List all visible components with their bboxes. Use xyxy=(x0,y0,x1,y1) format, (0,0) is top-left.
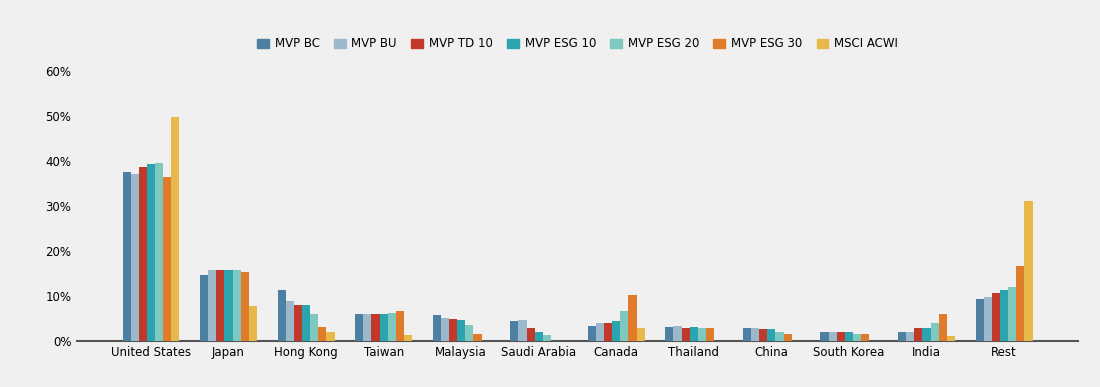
Bar xyxy=(628,295,637,341)
Bar xyxy=(768,329,776,341)
Bar xyxy=(318,327,327,341)
Bar xyxy=(706,328,714,341)
Bar xyxy=(1024,201,1033,341)
Bar xyxy=(751,329,759,341)
Bar xyxy=(861,334,869,341)
Bar xyxy=(596,323,604,341)
Bar xyxy=(155,163,163,341)
Bar xyxy=(510,321,518,341)
Bar xyxy=(224,270,232,341)
Bar xyxy=(776,332,783,341)
Bar xyxy=(208,270,217,341)
Bar xyxy=(172,117,179,341)
Bar xyxy=(294,305,302,341)
Bar xyxy=(139,167,147,341)
Bar xyxy=(931,324,938,341)
Bar xyxy=(441,318,449,341)
Bar xyxy=(947,336,955,341)
Bar xyxy=(938,313,947,341)
Bar xyxy=(620,312,628,341)
Bar xyxy=(783,334,792,341)
Bar xyxy=(232,270,241,341)
Bar xyxy=(759,329,768,341)
Bar xyxy=(277,290,286,341)
Bar xyxy=(1016,266,1024,341)
Bar xyxy=(387,313,396,341)
Legend: MVP BC, MVP BU, MVP TD 10, MVP ESG 10, MVP ESG 20, MVP ESG 30, MSCI ACWI: MVP BC, MVP BU, MVP TD 10, MVP ESG 10, M… xyxy=(257,38,898,50)
Bar xyxy=(673,326,682,341)
Bar xyxy=(906,332,914,341)
Bar xyxy=(473,334,482,341)
Bar xyxy=(542,335,551,341)
Bar xyxy=(587,326,596,341)
Bar xyxy=(372,315,379,341)
Bar xyxy=(327,332,334,341)
Bar xyxy=(845,332,853,341)
Bar xyxy=(147,164,155,341)
Bar xyxy=(131,174,139,341)
Bar xyxy=(432,315,441,341)
Bar xyxy=(217,270,224,341)
Bar xyxy=(363,315,372,341)
Bar xyxy=(604,323,613,341)
Bar xyxy=(355,315,363,341)
Bar xyxy=(682,328,690,341)
Bar xyxy=(458,320,465,341)
Bar xyxy=(1000,290,1008,341)
Bar xyxy=(837,332,845,341)
Bar xyxy=(404,335,412,341)
Bar xyxy=(518,320,527,341)
Bar xyxy=(914,328,923,341)
Bar xyxy=(122,172,131,341)
Bar xyxy=(396,312,404,341)
Bar xyxy=(249,305,257,341)
Bar xyxy=(200,276,208,341)
Bar xyxy=(923,328,931,341)
Bar xyxy=(310,313,318,341)
Bar xyxy=(241,272,249,341)
Bar xyxy=(1008,287,1016,341)
Bar xyxy=(898,332,906,341)
Bar xyxy=(286,301,294,341)
Bar xyxy=(828,332,837,341)
Bar xyxy=(992,293,1000,341)
Bar xyxy=(379,313,387,341)
Bar xyxy=(613,321,620,341)
Bar xyxy=(742,329,751,341)
Bar xyxy=(690,327,697,341)
Bar xyxy=(697,328,706,341)
Bar xyxy=(852,334,861,341)
Bar xyxy=(535,332,542,341)
Bar xyxy=(302,305,310,341)
Bar xyxy=(821,332,828,341)
Bar xyxy=(666,327,673,341)
Bar xyxy=(983,296,992,341)
Bar xyxy=(449,319,458,341)
Bar xyxy=(163,176,172,341)
Bar xyxy=(465,325,473,341)
Bar xyxy=(637,328,645,341)
Bar xyxy=(976,299,983,341)
Bar xyxy=(527,328,535,341)
